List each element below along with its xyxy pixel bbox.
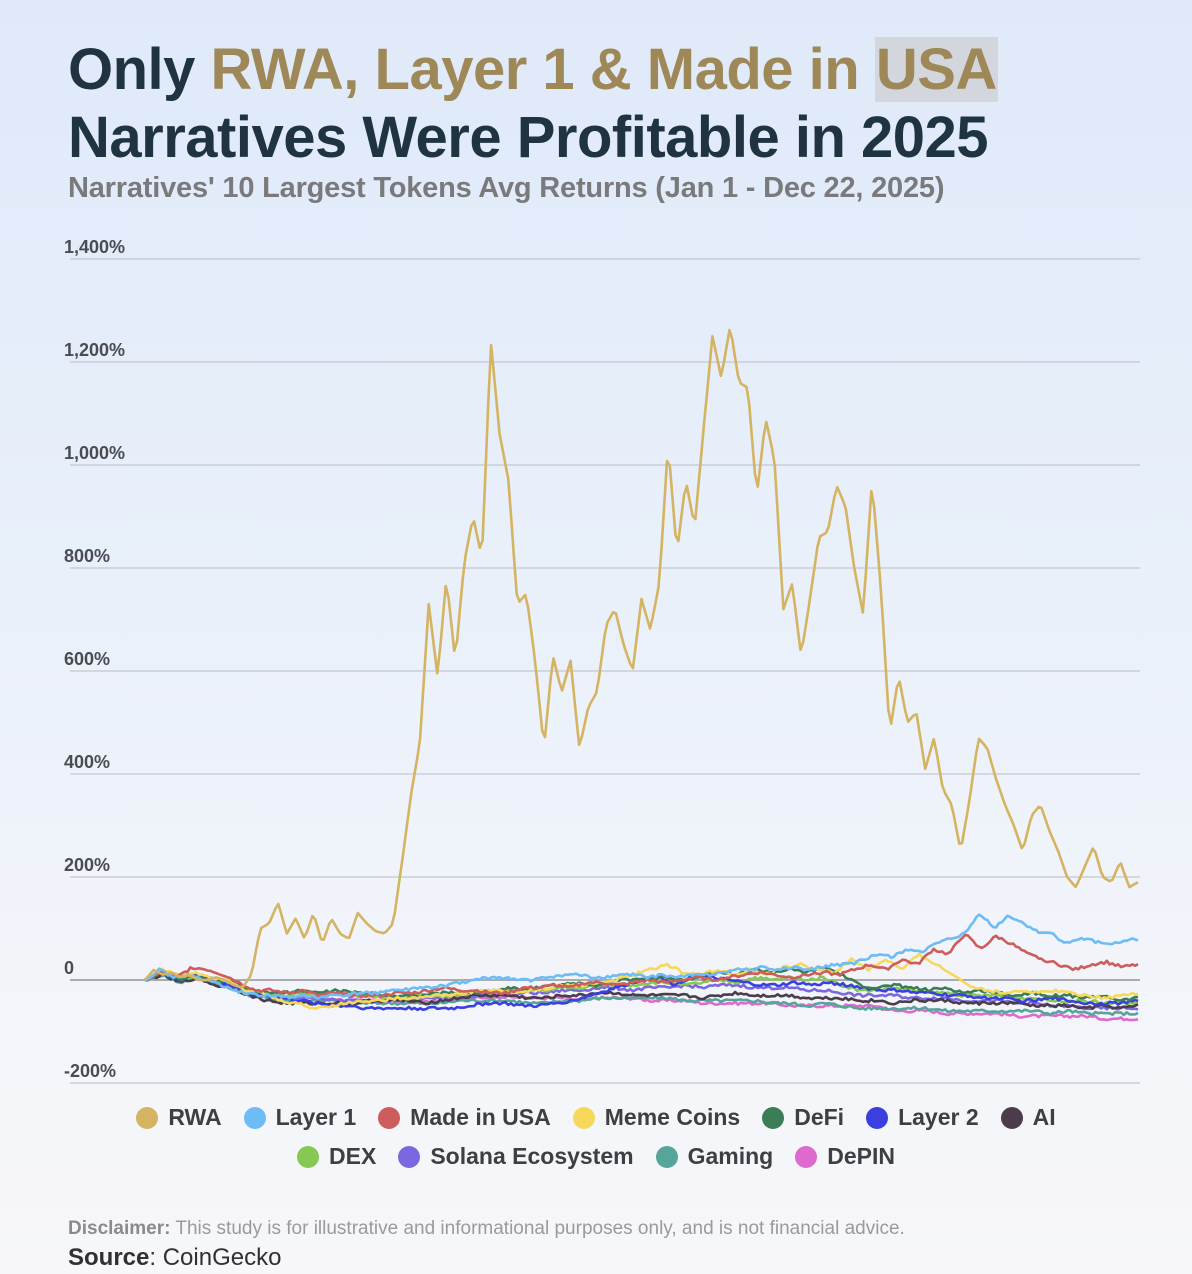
source-label: Source	[68, 1244, 150, 1271]
legend-label: DeFi	[794, 1104, 845, 1130]
y-tick-label: 1,200%	[64, 340, 125, 360]
legend-color-dot-icon	[655, 1145, 678, 1168]
series-lines	[144, 328, 1139, 1022]
legend-color-dot-icon	[866, 1106, 889, 1129]
series-line-dex	[144, 971, 1138, 1006]
legend-item-ai: AI	[1000, 1104, 1056, 1131]
legend-item-layer-1: Layer 1	[243, 1104, 357, 1131]
legend-item-meme-coins: Meme Coins	[572, 1104, 741, 1131]
legend-color-dot-icon	[297, 1145, 320, 1168]
legend-color-dot-icon	[378, 1106, 401, 1129]
y-tick-label: 0	[64, 958, 74, 978]
y-tick-label: -200%	[64, 1061, 116, 1081]
y-tick-label: 1,400%	[64, 237, 125, 257]
legend-label: Layer 2	[898, 1104, 979, 1130]
series-line-made-in-usa	[144, 933, 1139, 999]
series-line-meme-coins	[144, 952, 1139, 1011]
legend-color-dot-icon	[572, 1106, 595, 1129]
legend-color-dot-icon	[398, 1145, 421, 1168]
legend: RWA Layer 1 Made in USA Meme Coins DeFi Layer…	[0, 1104, 1192, 1170]
disclaimer-text: This study is for illustrative and infor…	[170, 1218, 905, 1239]
title-highlight: RWA, Layer 1 & Made in	[210, 37, 875, 102]
disclaimer: Disclaimer: This study is for illustrati…	[68, 1218, 905, 1240]
y-tick-label: 1,000%	[64, 443, 125, 463]
legend-item-dex: DEX	[297, 1143, 376, 1170]
chart-title: Only RWA, Layer 1 & Made in USA Narrativ…	[68, 36, 998, 172]
legend-label: AI	[1032, 1104, 1056, 1130]
legend-color-dot-icon	[762, 1106, 785, 1129]
legend-item-depin: DePIN	[795, 1143, 895, 1170]
series-line-rwa	[144, 328, 1139, 989]
legend-label: Layer 1	[275, 1104, 357, 1130]
legend-item-solana-ecosystem: Solana Ecosystem	[398, 1143, 634, 1170]
source: Source: CoinGecko	[68, 1244, 281, 1272]
legend-item-gaming: Gaming	[655, 1143, 774, 1170]
y-axis-labels: -200% 0 200% 400% 600% 800% 1,000% 1,200% 1,400%	[64, 237, 125, 1081]
legend-color-dot-icon	[1000, 1106, 1023, 1129]
line-chart: -200% 0 200% 400% 600% 800% 1,000% 1,200% 1,400%	[64, 237, 1140, 1084]
legend-label: Meme Coins	[604, 1104, 741, 1130]
series-line-ai	[144, 972, 1139, 1010]
title-highlight-usa: USA	[874, 37, 998, 102]
disclaimer-label: Disclaimer:	[68, 1218, 171, 1239]
legend-item-rwa: RWA	[136, 1104, 222, 1131]
legend-label: RWA	[168, 1104, 222, 1130]
legend-color-dot-icon	[243, 1106, 266, 1129]
y-tick-label: 400%	[64, 752, 110, 772]
legend-row: RWA Layer 1 Made in USA Meme Coins DeFi Layer…	[136, 1104, 1056, 1131]
legend-row: DEX Solana Ecosystem Gaming DePIN	[297, 1143, 895, 1170]
series-line-layer-1	[144, 913, 1139, 1001]
legend-item-layer-2: Layer 2	[866, 1104, 979, 1131]
legend-label: DePIN	[827, 1143, 895, 1169]
legend-color-dot-icon	[795, 1145, 818, 1168]
legend-item-made-in-usa: Made in USA	[378, 1104, 551, 1131]
y-tick-label: 200%	[64, 855, 110, 875]
legend-item-defi: DeFi	[762, 1104, 844, 1131]
title-line-2: Narratives Were Profitable in 2025	[68, 105, 989, 170]
grid-lines	[70, 258, 1140, 1084]
chart-subtitle: Narratives' 10 Largest Tokens Avg Return…	[68, 172, 945, 204]
legend-label: Made in USA	[410, 1104, 551, 1130]
source-text: : CoinGecko	[149, 1244, 282, 1271]
y-tick-label: 800%	[64, 546, 110, 566]
legend-label: DEX	[329, 1143, 377, 1169]
legend-color-dot-icon	[136, 1106, 159, 1129]
legend-label: Solana Ecosystem	[430, 1143, 634, 1169]
title-prefix: Only	[68, 37, 211, 102]
y-tick-label: 600%	[64, 649, 110, 669]
legend-label: Gaming	[687, 1143, 774, 1169]
